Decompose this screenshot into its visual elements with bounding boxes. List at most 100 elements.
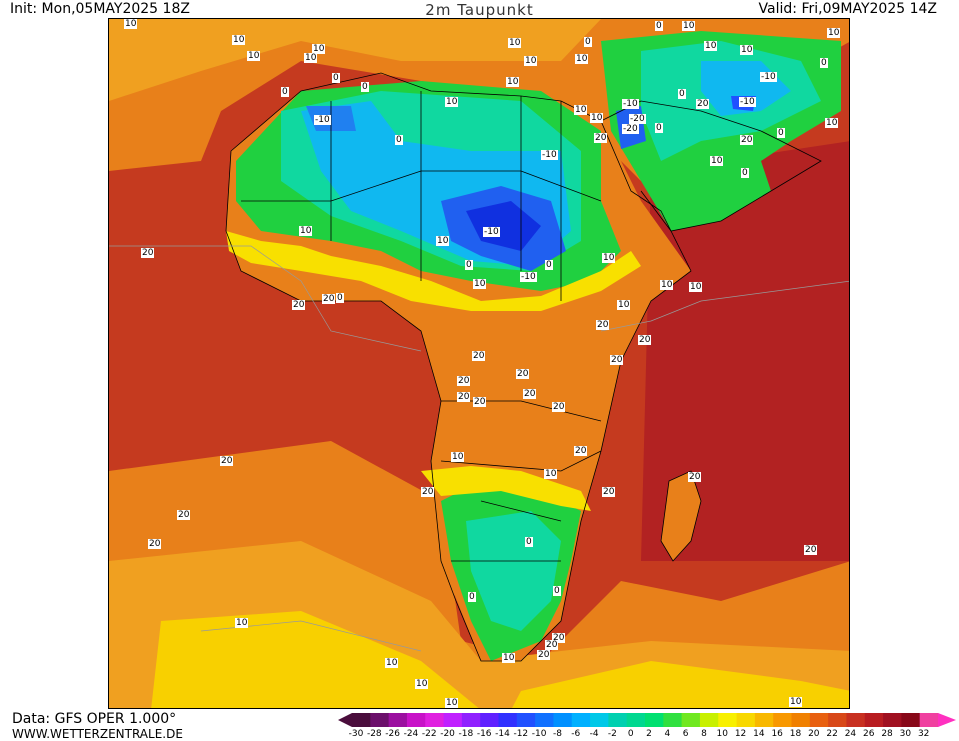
legend-tick-label: -12 bbox=[513, 729, 529, 739]
legend-tick-label: -16 bbox=[476, 729, 492, 739]
contour-label: 10 bbox=[312, 44, 326, 54]
contour-label: 10 bbox=[385, 658, 399, 668]
contour-label: 0 bbox=[820, 58, 828, 68]
legend-swatch bbox=[901, 713, 921, 727]
contour-label: 20 bbox=[545, 640, 559, 650]
legend-swatch bbox=[645, 713, 664, 727]
legend-swatch bbox=[370, 713, 390, 727]
contour-label: -10 bbox=[622, 99, 639, 109]
legend-tick-label: 6 bbox=[682, 729, 689, 739]
legend-swatch bbox=[754, 713, 774, 727]
contour-label: 10 bbox=[704, 41, 718, 51]
contour-label: -10 bbox=[739, 97, 756, 107]
legend-tick-label: -8 bbox=[552, 729, 562, 739]
legend-swatch bbox=[352, 713, 371, 727]
legend-swatch bbox=[773, 713, 792, 727]
contour-label: 20 bbox=[638, 335, 652, 345]
legend-tick-label: -24 bbox=[403, 729, 419, 739]
contour-label: 20 bbox=[516, 369, 530, 379]
legend-tick-label: -2 bbox=[607, 729, 617, 739]
contour-label: 20 bbox=[696, 99, 710, 109]
site-url[interactable]: WWW.WETTERZENTRALE.DE bbox=[12, 727, 183, 741]
southern-africa-teal bbox=[466, 511, 561, 631]
contour-label: 20 bbox=[457, 392, 471, 402]
legend-swatch bbox=[809, 713, 829, 727]
legend-swatch bbox=[791, 713, 811, 727]
legend-swatch bbox=[626, 713, 646, 727]
contour-label: 0 bbox=[332, 73, 340, 83]
contour-label: 20 bbox=[574, 446, 588, 456]
contour-label: 0 bbox=[545, 260, 553, 270]
legend-tick-label: 0 bbox=[627, 729, 634, 739]
legend-swatch bbox=[864, 713, 884, 727]
legend-tick-label: 12 bbox=[734, 729, 747, 739]
contour-label: 20 bbox=[594, 133, 608, 143]
legend-tick-label: 32 bbox=[917, 729, 930, 739]
contour-label: 10 bbox=[689, 282, 703, 292]
legend-swatch bbox=[516, 713, 536, 727]
contour-label: 20 bbox=[596, 320, 610, 330]
legend-swatch bbox=[736, 713, 756, 727]
contour-label: 20 bbox=[421, 487, 435, 497]
contour-label: 20 bbox=[552, 402, 566, 412]
contour-label: 10 bbox=[506, 77, 520, 87]
contour-label: 10 bbox=[445, 698, 459, 708]
legend-bar bbox=[338, 713, 956, 727]
legend-tick-label: -18 bbox=[458, 729, 474, 739]
contour-label: 20 bbox=[457, 376, 471, 386]
legend-swatch bbox=[443, 713, 463, 727]
contour-label: 10 bbox=[590, 113, 604, 123]
contour-label: 0 bbox=[553, 586, 561, 596]
legend-swatch bbox=[553, 713, 573, 727]
south-yellow-west bbox=[151, 611, 479, 708]
contour-label: 20 bbox=[740, 135, 754, 145]
madagascar bbox=[661, 471, 701, 561]
legend-swatch bbox=[425, 713, 445, 727]
contour-label: 10 bbox=[574, 105, 588, 115]
legend-tick-label: 10 bbox=[716, 729, 728, 739]
color-legend: -30 -28 -26 -24 -22 -20 -18 -16 -14 -12 -10 -8 -6 -4-… bbox=[338, 712, 958, 740]
contour-label: 10 bbox=[299, 226, 313, 236]
contour-label: 10 bbox=[436, 236, 450, 246]
contour-label: 10 bbox=[235, 618, 249, 628]
contour-label: 10 bbox=[232, 35, 246, 45]
contour-label: 10 bbox=[451, 452, 465, 462]
contour-label: 10 bbox=[617, 300, 631, 310]
contour-label: 10 bbox=[575, 54, 589, 64]
contour-label: 20 bbox=[804, 545, 818, 555]
legend-swatch bbox=[718, 713, 738, 727]
legend-tick-label: 2 bbox=[646, 729, 652, 739]
contour-label: 10 bbox=[827, 28, 841, 38]
legend-arrow-right bbox=[938, 713, 956, 727]
legend-swatch bbox=[388, 713, 408, 727]
contour-label: -20 bbox=[622, 124, 639, 134]
sahara-deep-blue bbox=[466, 201, 541, 251]
contour-label: 20 bbox=[523, 389, 537, 399]
legend-tick-label: 18 bbox=[789, 729, 802, 739]
map-canvas bbox=[109, 19, 849, 708]
contour-label: 10 bbox=[247, 51, 261, 61]
legend-tick-label: 30 bbox=[899, 729, 912, 739]
contour-label: 10 bbox=[304, 53, 318, 63]
contour-label: 0 bbox=[525, 537, 533, 547]
contour-label: 0 bbox=[465, 260, 473, 270]
legend-tick-label: -4 bbox=[589, 729, 599, 739]
legend-tick-label: 14 bbox=[753, 729, 765, 739]
legend-swatch bbox=[828, 713, 847, 727]
legend-swatch bbox=[919, 713, 939, 727]
contour-lines bbox=[109, 245, 849, 652]
valid-time: Valid: Fri,09MAY2025 14Z bbox=[758, 1, 937, 17]
contour-label: 10 bbox=[602, 253, 616, 263]
contour-label: 10 bbox=[789, 697, 803, 707]
contour-label: 10 bbox=[502, 653, 516, 663]
contour-label: 20 bbox=[220, 456, 234, 466]
contour-label: 20 bbox=[610, 355, 624, 365]
dewpoint-map[interactable] bbox=[108, 18, 850, 709]
contour-label: 20 bbox=[552, 633, 566, 643]
data-source: Data: GFS OPER 1.000° bbox=[12, 711, 177, 727]
southern-yellow bbox=[421, 466, 591, 511]
contour-label: -20 bbox=[629, 114, 646, 124]
contour-label: 20 bbox=[537, 650, 551, 660]
legend-tick-label: 4 bbox=[664, 729, 671, 739]
contour-label: 0 bbox=[678, 89, 686, 99]
